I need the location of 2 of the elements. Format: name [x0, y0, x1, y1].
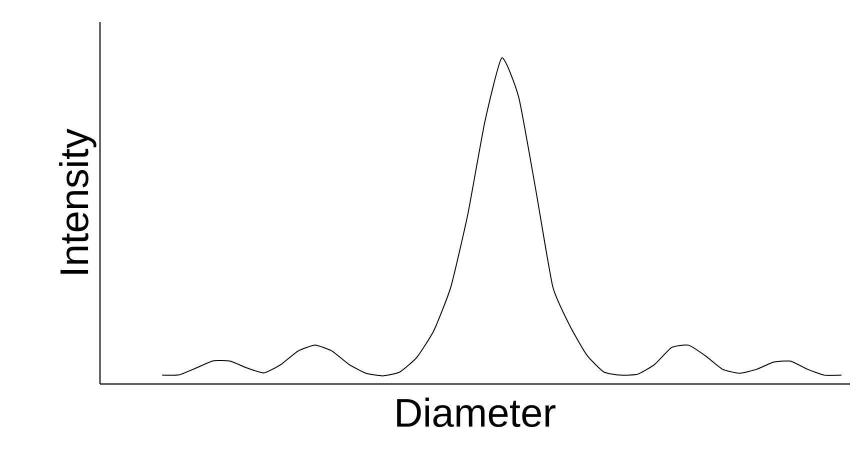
x-axis-title: Diameter: [397, 398, 556, 428]
y-axis-title: Intensity: [59, 128, 96, 274]
